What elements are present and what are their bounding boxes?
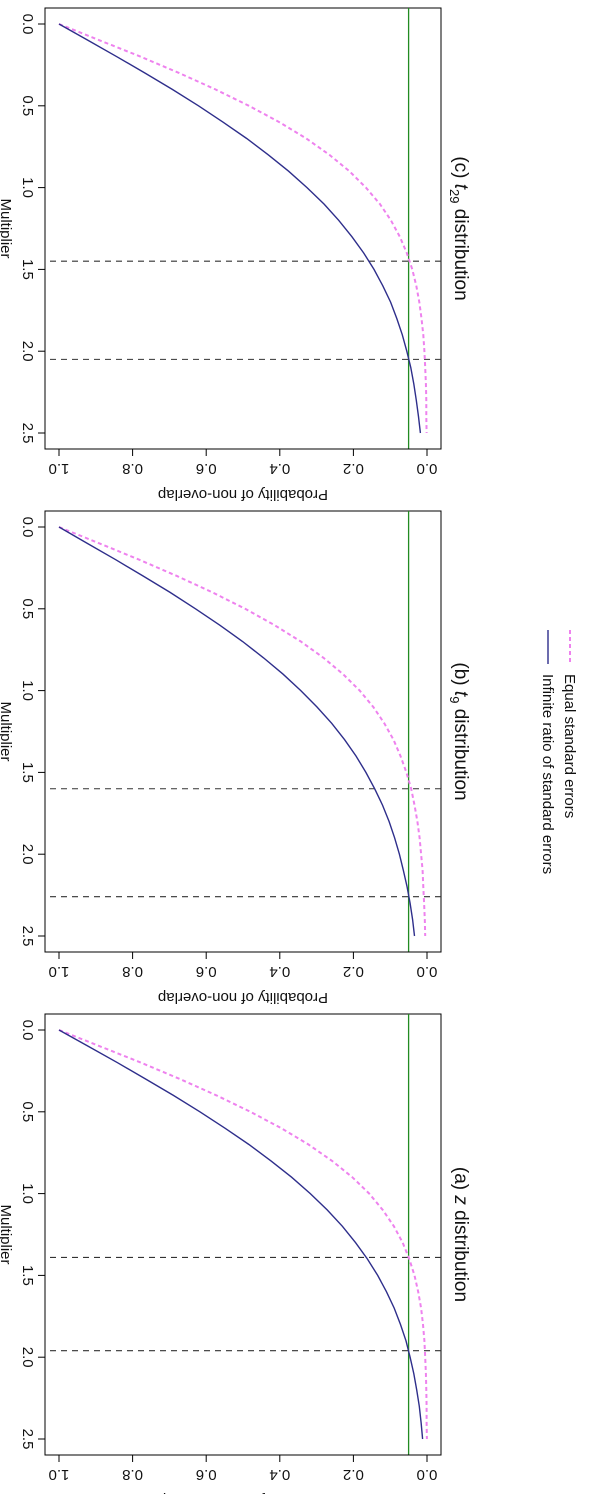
y-tick-label: 1.0: [49, 460, 70, 477]
x-axis-label: Multiplier: [0, 198, 14, 258]
panel-c: 0.0 0.5 1.0 1.5 2.0 2.5 Multiplier 0.0 0.2 0.4 0.6…: [0, 7, 471, 503]
y-tick-label-group: 0.0: [417, 460, 438, 477]
series-line-equal-se: [58, 526, 427, 937]
y-tick-label-group: 1.0: [49, 1466, 70, 1483]
y-tick-label: 0.6: [196, 963, 217, 980]
panel-title-prefix: (c): [450, 156, 471, 183]
panel-title-var: z: [450, 1194, 471, 1205]
x-tick-label: 0.5: [19, 1101, 36, 1122]
plot-frame: [44, 510, 442, 953]
y-tick-label: 1.0: [49, 963, 70, 980]
rotated-plot-group: 0.0 0.5 1.0 1.5 2.0 2.5 Multiplier 0.0 0.2 0.4 0.6…: [0, 7, 578, 1494]
y-tick-label: 0.0: [417, 460, 438, 477]
y-tick-label-group: 0.0: [417, 1466, 438, 1483]
y-tick-label-group: 0.4: [269, 963, 290, 980]
panel-title: (c) t29 distribution: [447, 156, 471, 300]
series-line-infinite-ratio: [58, 23, 422, 434]
panel-title-suffix: distribution: [450, 204, 471, 301]
x-tick-label: 1.0: [19, 680, 36, 701]
series-line-equal-se: [58, 1029, 428, 1440]
y-tick-label-group: 0.8: [122, 963, 143, 980]
panels: 0.0 0.5 1.0 1.5 2.0 2.5 Multiplier 0.0 0.2 0.4 0.6…: [0, 7, 471, 1494]
y-tick-label-group: 0.2: [343, 963, 364, 980]
legend: Equal standard errors Infinite ratio of s…: [539, 630, 578, 874]
y-tick-label-group: 0.2: [343, 460, 364, 477]
x-tick-label: 1.5: [19, 1265, 36, 1286]
y-tick-label-group: 0.4: [269, 460, 290, 477]
x-tick-label: 2.0: [19, 341, 36, 362]
y-axis-label: Probability of non-overlap: [158, 486, 328, 503]
x-tick-label: 0.5: [19, 95, 36, 116]
panel-title-var: t: [450, 184, 471, 190]
series-line-infinite-ratio: [58, 1029, 424, 1440]
y-tick-label: 0.2: [343, 460, 364, 477]
panel-title-prefix: (b): [450, 662, 471, 691]
y-tick-label-group: 0.8: [122, 460, 143, 477]
y-axis-label-group: Probability of non-overlap: [158, 989, 328, 1006]
plot-frame: [44, 1013, 442, 1456]
y-tick-label-group: 0.8: [122, 1466, 143, 1483]
y-axis-label-group: Probability of non-overlap: [158, 1492, 328, 1494]
panel-title-sub: 29: [447, 189, 462, 203]
x-tick-label: 2.0: [19, 1347, 36, 1368]
y-tick-label: 0.8: [122, 963, 143, 980]
panel-title-suffix: distribution: [450, 1205, 471, 1302]
y-tick-label: 0.8: [122, 1466, 143, 1483]
y-tick-label-group: 1.0: [49, 460, 70, 477]
y-tick-label: 0.0: [417, 1466, 438, 1483]
x-tick-label: 2.5: [19, 423, 36, 444]
y-tick-label-group: 0.6: [196, 1466, 217, 1483]
panel-title: (a) z distribution: [450, 1167, 471, 1302]
y-tick-label-group: 0.4: [269, 1466, 290, 1483]
y-tick-label: 0.4: [269, 460, 290, 477]
panel-title-prefix: (a): [450, 1167, 471, 1196]
x-tick-label: 0.5: [19, 598, 36, 619]
y-tick-label-group: 0.0: [417, 963, 438, 980]
y-tick-label: 0.6: [196, 460, 217, 477]
x-tick-label: 0.0: [19, 14, 36, 35]
x-tick-label: 0.0: [19, 1020, 36, 1041]
y-tick-label: 0.8: [122, 460, 143, 477]
y-axis-label-group: Probability of non-overlap: [158, 486, 328, 503]
panel-b: 0.0 0.5 1.0 1.5 2.0 2.5 Multiplier 0.0 0.2 0.4 0.6…: [0, 510, 471, 1006]
y-tick-label: 0.6: [196, 1466, 217, 1483]
panel-title-suffix: distribution: [450, 703, 471, 800]
x-tick-label: 2.0: [19, 844, 36, 865]
y-tick-label: 0.0: [417, 963, 438, 980]
x-axis-label: Multiplier: [0, 701, 14, 761]
y-tick-label: 0.2: [343, 963, 364, 980]
x-tick-label: 2.5: [19, 1429, 36, 1450]
x-tick-label: 1.5: [19, 259, 36, 280]
y-tick-label-group: 0.6: [196, 963, 217, 980]
x-tick-label: 1.0: [19, 177, 36, 198]
y-axis-label: Probability of non-overlap: [158, 1492, 328, 1494]
y-tick-label-group: 1.0: [49, 963, 70, 980]
legend-label-1: Equal standard errors: [561, 674, 578, 818]
y-tick-label: 0.4: [269, 963, 290, 980]
legend-label-2: Infinite ratio of standard errors: [539, 674, 556, 874]
panel-a: 0.0 0.5 1.0 1.5 2.0 2.5 Multiplier 0.0 0.2 0.4 0.6…: [0, 1013, 471, 1494]
x-tick-label: 2.5: [19, 926, 36, 947]
y-axis-label: Probability of non-overlap: [158, 989, 328, 1006]
y-tick-label: 1.0: [49, 1466, 70, 1483]
x-tick-label: 1.5: [19, 762, 36, 783]
x-axis-label: Multiplier: [0, 1204, 14, 1264]
x-tick-label: 0.0: [19, 517, 36, 538]
y-tick-label-group: 0.2: [343, 1466, 364, 1483]
y-tick-label: 0.4: [269, 1466, 290, 1483]
panel-title-var: t: [450, 691, 471, 697]
y-tick-label-group: 0.6: [196, 460, 217, 477]
y-tick-label: 0.2: [343, 1466, 364, 1483]
plot-frame: [44, 7, 442, 450]
panel-title: (b) t9 distribution: [447, 662, 471, 800]
series-line-infinite-ratio: [58, 526, 416, 937]
panel-title-sub: 9: [447, 696, 462, 703]
x-tick-label: 1.0: [19, 1183, 36, 1204]
series-line-equal-se: [58, 23, 428, 434]
